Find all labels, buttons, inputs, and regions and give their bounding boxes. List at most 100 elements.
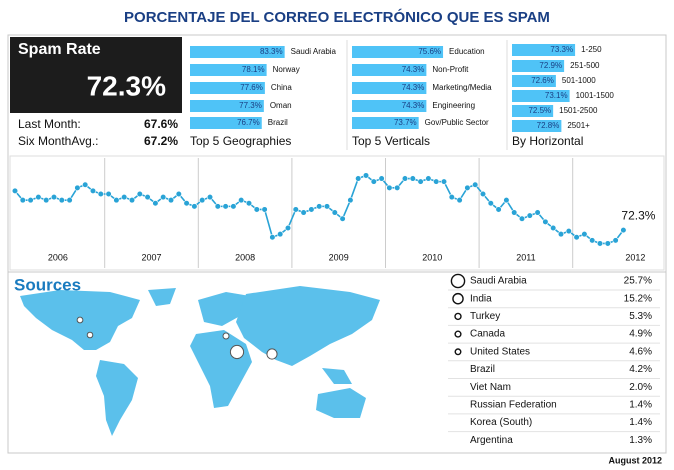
point xyxy=(183,200,190,207)
point xyxy=(300,209,307,216)
bar xyxy=(352,46,444,58)
source-share: 1.4% xyxy=(629,417,652,428)
last-month-label: Last Month: xyxy=(18,117,81,131)
source-share: 4.2% xyxy=(629,364,652,375)
bar xyxy=(190,117,262,129)
map-bubble xyxy=(266,348,278,360)
greenland xyxy=(148,288,176,306)
point xyxy=(160,193,167,201)
bar-value: 78.1% xyxy=(242,65,265,74)
group-title: Top 5 Geographies xyxy=(190,134,291,148)
bar-category: Non-Profit xyxy=(432,65,469,74)
source-name: Canada xyxy=(470,329,505,340)
point xyxy=(589,237,596,244)
point xyxy=(238,197,245,204)
source-name: Korea (South) xyxy=(470,417,532,428)
list-bubble xyxy=(454,348,462,356)
bar-value: 77.6% xyxy=(240,83,263,92)
point xyxy=(472,181,479,188)
bar-category: Saudi Arabia xyxy=(291,47,337,56)
bar-value: 75.6% xyxy=(418,47,441,56)
bar xyxy=(512,120,562,132)
point xyxy=(206,193,214,201)
point xyxy=(74,184,81,191)
bar-category: Brazil xyxy=(268,118,288,127)
bar-value: 73.3% xyxy=(550,45,573,54)
source-name: Argentina xyxy=(470,435,513,446)
point xyxy=(448,193,455,201)
list-bubble xyxy=(452,292,464,305)
point xyxy=(82,181,89,188)
bar-value: 74.3% xyxy=(402,83,425,92)
bar-category: Gov/Public Sector xyxy=(425,118,489,127)
point xyxy=(503,197,510,204)
sources-title: Sources xyxy=(14,275,81,294)
title: PORCENTAJE DEL CORREO ELECTRÓNICO QUE ES… xyxy=(124,8,550,26)
source-share: 5.3% xyxy=(629,311,652,322)
point xyxy=(456,197,463,204)
bar-value: 77.3% xyxy=(239,101,262,110)
point xyxy=(66,197,73,204)
point xyxy=(417,178,424,185)
point xyxy=(355,175,362,182)
x-tick-label: 2007 xyxy=(141,252,161,262)
bar-value: 72.5% xyxy=(528,106,551,115)
point xyxy=(542,218,549,225)
point xyxy=(604,240,611,247)
point xyxy=(277,231,284,238)
point xyxy=(394,184,401,191)
source-share: 2.0% xyxy=(629,382,652,393)
point xyxy=(245,200,253,207)
point xyxy=(409,175,416,182)
bar-value: 74.3% xyxy=(402,65,425,74)
bar-category: 501-1000 xyxy=(562,76,596,85)
point xyxy=(331,209,338,216)
bar xyxy=(352,64,427,76)
bar-category: 2501+ xyxy=(567,121,590,130)
bar-category: Marketing/Media xyxy=(432,83,492,92)
point xyxy=(191,203,198,210)
point xyxy=(362,172,370,179)
point xyxy=(370,178,377,185)
point xyxy=(495,206,502,213)
point xyxy=(50,193,58,201)
bar-value: 72.8% xyxy=(537,121,560,130)
bar-category: 251-500 xyxy=(570,61,600,70)
source-name: Saudi Arabia xyxy=(470,276,527,287)
bar xyxy=(352,82,427,94)
point xyxy=(58,197,65,204)
bar-category: Engineering xyxy=(432,101,475,110)
point xyxy=(612,237,619,244)
point xyxy=(199,197,206,204)
x-tick-label: 2010 xyxy=(422,252,442,262)
bar-category: Education xyxy=(449,47,485,56)
point xyxy=(27,197,34,204)
x-tick-label: 2006 xyxy=(48,252,68,262)
spam-label: Spam Rate xyxy=(18,41,101,58)
spam-value: 72.3% xyxy=(87,70,166,101)
point xyxy=(113,197,120,204)
source-share: 15.2% xyxy=(624,293,652,304)
point xyxy=(35,193,42,201)
point xyxy=(222,203,229,210)
point xyxy=(378,175,385,182)
point xyxy=(175,190,182,198)
x-tick-label: 2012 xyxy=(625,252,645,262)
point xyxy=(386,184,393,191)
bar xyxy=(352,117,419,129)
bar xyxy=(190,82,265,94)
bar-value: 83.3% xyxy=(260,47,283,56)
bar-value: 73.1% xyxy=(545,91,568,100)
point xyxy=(121,193,128,201)
point xyxy=(487,200,494,207)
spam-box xyxy=(10,37,182,113)
australia xyxy=(316,388,366,418)
point xyxy=(557,231,565,238)
bar xyxy=(512,75,556,87)
bar-value: 72.9% xyxy=(539,61,562,70)
point xyxy=(144,193,151,201)
europe xyxy=(198,292,250,326)
map-bubble xyxy=(76,316,84,324)
asia xyxy=(236,286,380,366)
